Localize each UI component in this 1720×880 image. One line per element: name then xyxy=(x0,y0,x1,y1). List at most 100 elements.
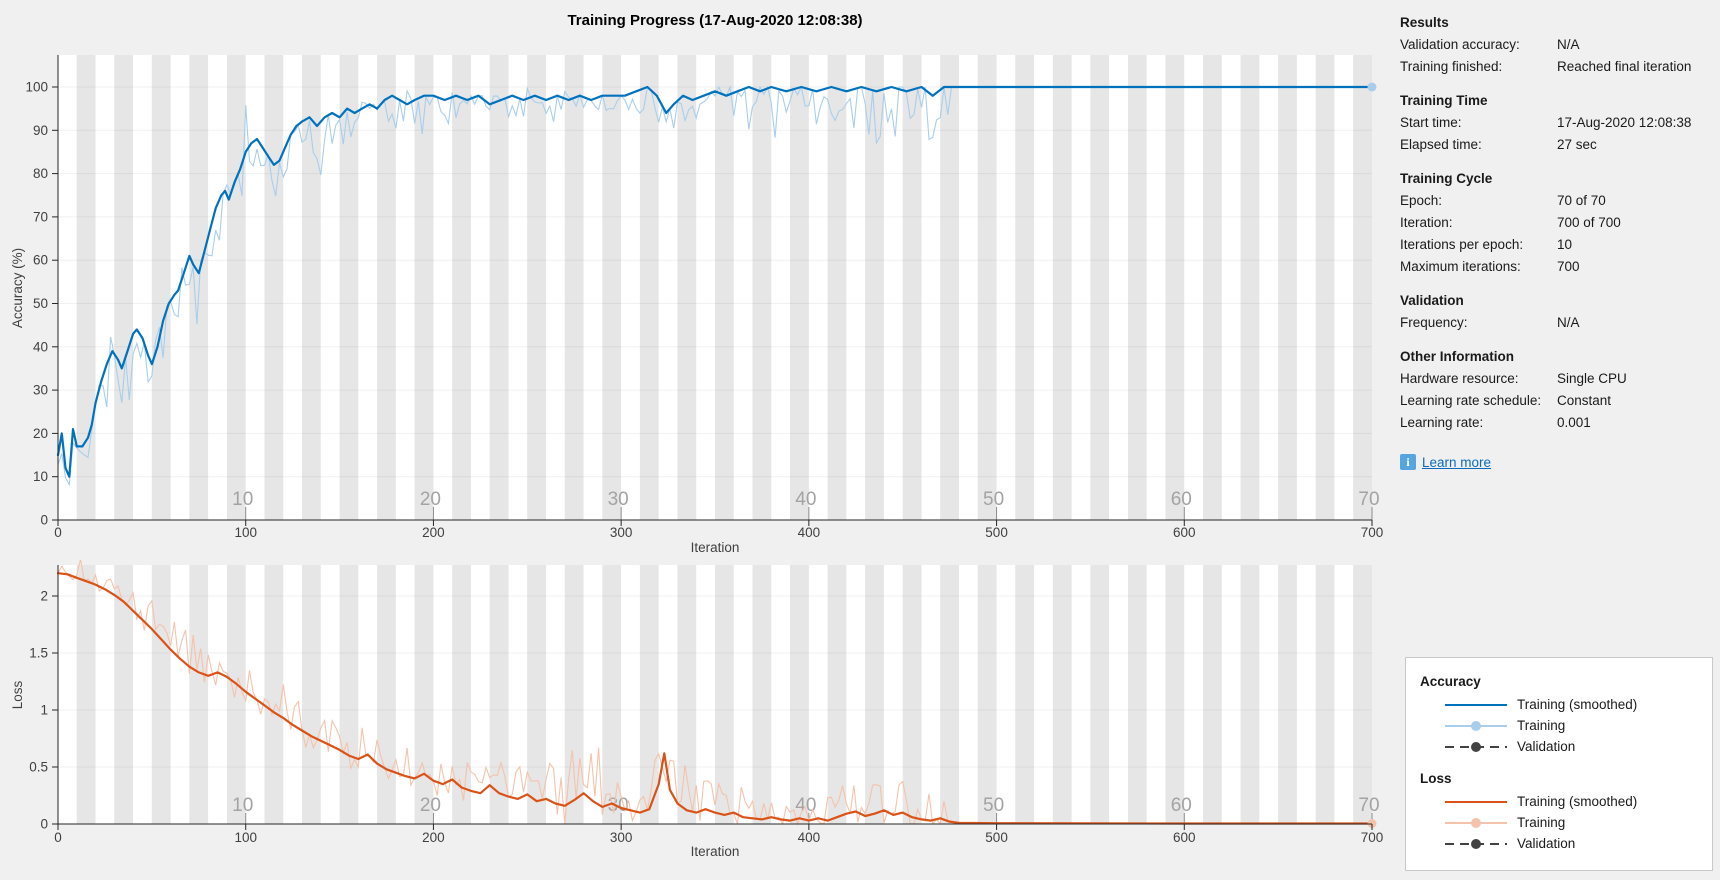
svg-text:300: 300 xyxy=(610,830,633,845)
learn-more-label: Learn more xyxy=(1422,454,1492,470)
info-sections: Results Validation accuracy: N/A Training f… xyxy=(1400,12,1712,434)
info-row: Validation accuracy: N/A xyxy=(1400,34,1712,56)
info-label: Learning rate schedule: xyxy=(1400,393,1542,408)
svg-text:40: 40 xyxy=(795,795,816,816)
svg-text:50: 50 xyxy=(983,795,1004,816)
svg-text:10: 10 xyxy=(232,489,253,510)
svg-text:30: 30 xyxy=(33,383,48,398)
info-label: Learning rate: xyxy=(1400,415,1484,430)
info-row: Elapsed time: 27 sec xyxy=(1400,134,1712,156)
svg-text:10: 10 xyxy=(232,795,253,816)
info-section: Training Cycle Epoch: 70 of 70 Iteration: 70… xyxy=(1400,168,1712,278)
info-row: Learning rate: 0.001 xyxy=(1400,412,1712,434)
info-label: Epoch: xyxy=(1400,193,1443,208)
svg-text:700: 700 xyxy=(1361,830,1384,845)
legend-label: Validation xyxy=(1517,739,1576,754)
svg-text:20: 20 xyxy=(420,489,441,510)
info-row: Learning rate schedule: Constant xyxy=(1400,390,1712,412)
x-axis-label: Iteration xyxy=(691,844,740,859)
info-value: 10 xyxy=(1557,237,1573,252)
svg-text:50: 50 xyxy=(983,489,1004,510)
learn-more-link[interactable]: i Learn more xyxy=(1400,454,1491,470)
svg-text:60: 60 xyxy=(1171,795,1192,816)
legend-sample-solid-icon xyxy=(1445,800,1507,803)
svg-text:50: 50 xyxy=(33,296,48,311)
svg-text:100: 100 xyxy=(25,80,48,95)
info-label: Hardware resource: xyxy=(1400,371,1519,386)
legend-group-title: Accuracy xyxy=(1420,674,1481,689)
info-value: Single CPU xyxy=(1557,371,1627,386)
legend-item: Validation xyxy=(1444,736,1712,757)
svg-text:600: 600 xyxy=(1173,830,1196,845)
info-value: 17-Aug-2020 12:08:38 xyxy=(1557,115,1692,130)
page-title: Training Progress (17-Aug-2020 12:08:38) xyxy=(567,12,863,29)
svg-text:2: 2 xyxy=(40,589,48,604)
info-section-title: Training Time xyxy=(1400,93,1488,108)
info-row: Training finished: Reached final iteratio… xyxy=(1400,56,1712,78)
legend-item: Validation xyxy=(1444,833,1712,854)
svg-text:90: 90 xyxy=(33,123,48,138)
legend-sample-dash-marker-icon xyxy=(1445,741,1507,752)
svg-text:1.5: 1.5 xyxy=(29,646,48,661)
svg-text:70: 70 xyxy=(33,209,48,224)
legend-group: Accuracy Training (smoothed) Training Valid… xyxy=(1420,670,1712,757)
legend-sample-marker-icon xyxy=(1445,817,1507,828)
legend-item: Training (smoothed) xyxy=(1444,694,1712,715)
info-value: 27 sec xyxy=(1557,137,1597,152)
legend-label: Training (smoothed) xyxy=(1517,794,1638,809)
svg-text:30: 30 xyxy=(608,489,629,510)
info-section-title: Results xyxy=(1400,15,1449,30)
info-row: Frequency: N/A xyxy=(1400,312,1712,334)
info-section: Results Validation accuracy: N/A Training f… xyxy=(1400,12,1712,78)
info-label: Validation accuracy: xyxy=(1400,37,1520,52)
svg-text:500: 500 xyxy=(985,525,1008,540)
legend-box: Accuracy Training (smoothed) Training Valid… xyxy=(1405,657,1713,871)
info-value: N/A xyxy=(1557,315,1580,330)
svg-text:70: 70 xyxy=(1358,795,1379,816)
info-value: 70 of 70 xyxy=(1557,193,1606,208)
info-label: Iteration: xyxy=(1400,215,1453,230)
info-value: Reached final iteration xyxy=(1557,59,1692,74)
svg-text:200: 200 xyxy=(422,830,445,845)
svg-text:0: 0 xyxy=(54,525,62,540)
svg-text:300: 300 xyxy=(610,525,633,540)
legend-item: Training (smoothed) xyxy=(1444,791,1712,812)
svg-text:500: 500 xyxy=(985,830,1008,845)
info-section: Validation Frequency: N/A xyxy=(1400,290,1712,334)
y-axis-label: Loss xyxy=(10,680,25,709)
svg-text:20: 20 xyxy=(33,426,48,441)
info-row: Iteration: 700 of 700 xyxy=(1400,212,1712,234)
info-label: Elapsed time: xyxy=(1400,137,1482,152)
svg-text:0: 0 xyxy=(40,817,48,832)
legend-sample-dash-marker-icon xyxy=(1445,838,1507,849)
svg-text:60: 60 xyxy=(1171,489,1192,510)
info-label: Maximum iterations: xyxy=(1400,259,1521,274)
y-axis-label: Accuracy (%) xyxy=(10,248,25,328)
info-label: Start time: xyxy=(1400,115,1462,130)
svg-text:100: 100 xyxy=(234,525,257,540)
info-value: 0.001 xyxy=(1557,415,1591,430)
svg-text:70: 70 xyxy=(1358,489,1379,510)
legend-label: Training xyxy=(1517,718,1566,733)
info-label: Frequency: xyxy=(1400,315,1468,330)
svg-text:600: 600 xyxy=(1173,525,1196,540)
info-section-title: Other Information xyxy=(1400,349,1514,364)
svg-text:10: 10 xyxy=(33,469,48,484)
legend-sample-marker-icon xyxy=(1445,720,1507,731)
info-value: Constant xyxy=(1557,393,1612,408)
svg-text:400: 400 xyxy=(798,830,821,845)
info-row: Maximum iterations: 700 xyxy=(1400,256,1712,278)
svg-text:0.5: 0.5 xyxy=(29,760,48,775)
info-section-title: Training Cycle xyxy=(1400,171,1493,186)
info-row: Start time: 17-Aug-2020 12:08:38 xyxy=(1400,112,1712,134)
svg-text:40: 40 xyxy=(33,339,48,354)
svg-text:40: 40 xyxy=(795,489,816,510)
svg-text:400: 400 xyxy=(798,525,821,540)
info-section: Other Information Hardware resource: Singl… xyxy=(1400,346,1712,434)
svg-text:60: 60 xyxy=(33,253,48,268)
legend-group: Loss Training (smoothed) Training Validatio… xyxy=(1420,767,1712,854)
info-row: Hardware resource: Single CPU xyxy=(1400,368,1712,390)
info-value: N/A xyxy=(1557,37,1580,52)
svg-text:1: 1 xyxy=(40,703,48,718)
